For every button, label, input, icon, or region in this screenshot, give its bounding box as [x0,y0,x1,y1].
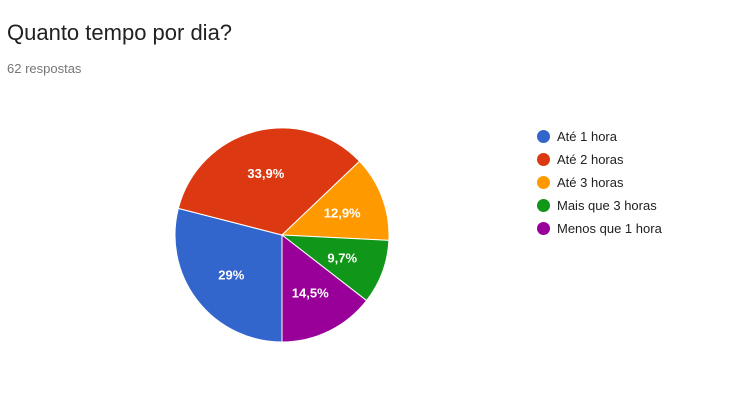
legend-swatch-icon [537,199,550,212]
legend-swatch-icon [537,222,550,235]
pie-slice-3 [280,160,390,241]
legend-label: Menos que 1 hora [557,221,662,236]
slice-data-label: 33,9% [247,166,284,181]
legend-label: Até 3 horas [557,175,624,190]
legend-label: Mais que 3 horas [557,198,657,213]
slice-data-label: 12,9% [324,206,361,221]
slice-data-label: 29% [218,267,244,282]
response-count: 62 respostas [7,61,82,76]
legend-label: Até 2 horas [557,152,624,167]
pie-slice-5 [281,233,368,343]
pie-slice-1 [174,207,283,343]
pie-slice-2 [177,127,361,236]
legend-swatch-icon [537,153,550,166]
legend-swatch-icon [537,176,550,189]
chart-legend: Até 1 hora Até 2 horas Até 3 horas Mais que… [537,125,662,240]
legend-swatch-icon [537,130,550,143]
legend-label: Até 1 hora [557,129,617,144]
legend-item: Até 2 horas [537,148,662,171]
slice-data-label: 14,5% [292,286,329,301]
slice-data-label: 9,7% [327,250,357,265]
legend-item: Até 1 hora [537,125,662,148]
question-title: Quanto tempo por dia? [7,20,233,45]
legend-item: Menos que 1 hora [537,217,662,240]
legend-item: Até 3 horas [537,171,662,194]
legend-item: Mais que 3 horas [537,194,662,217]
